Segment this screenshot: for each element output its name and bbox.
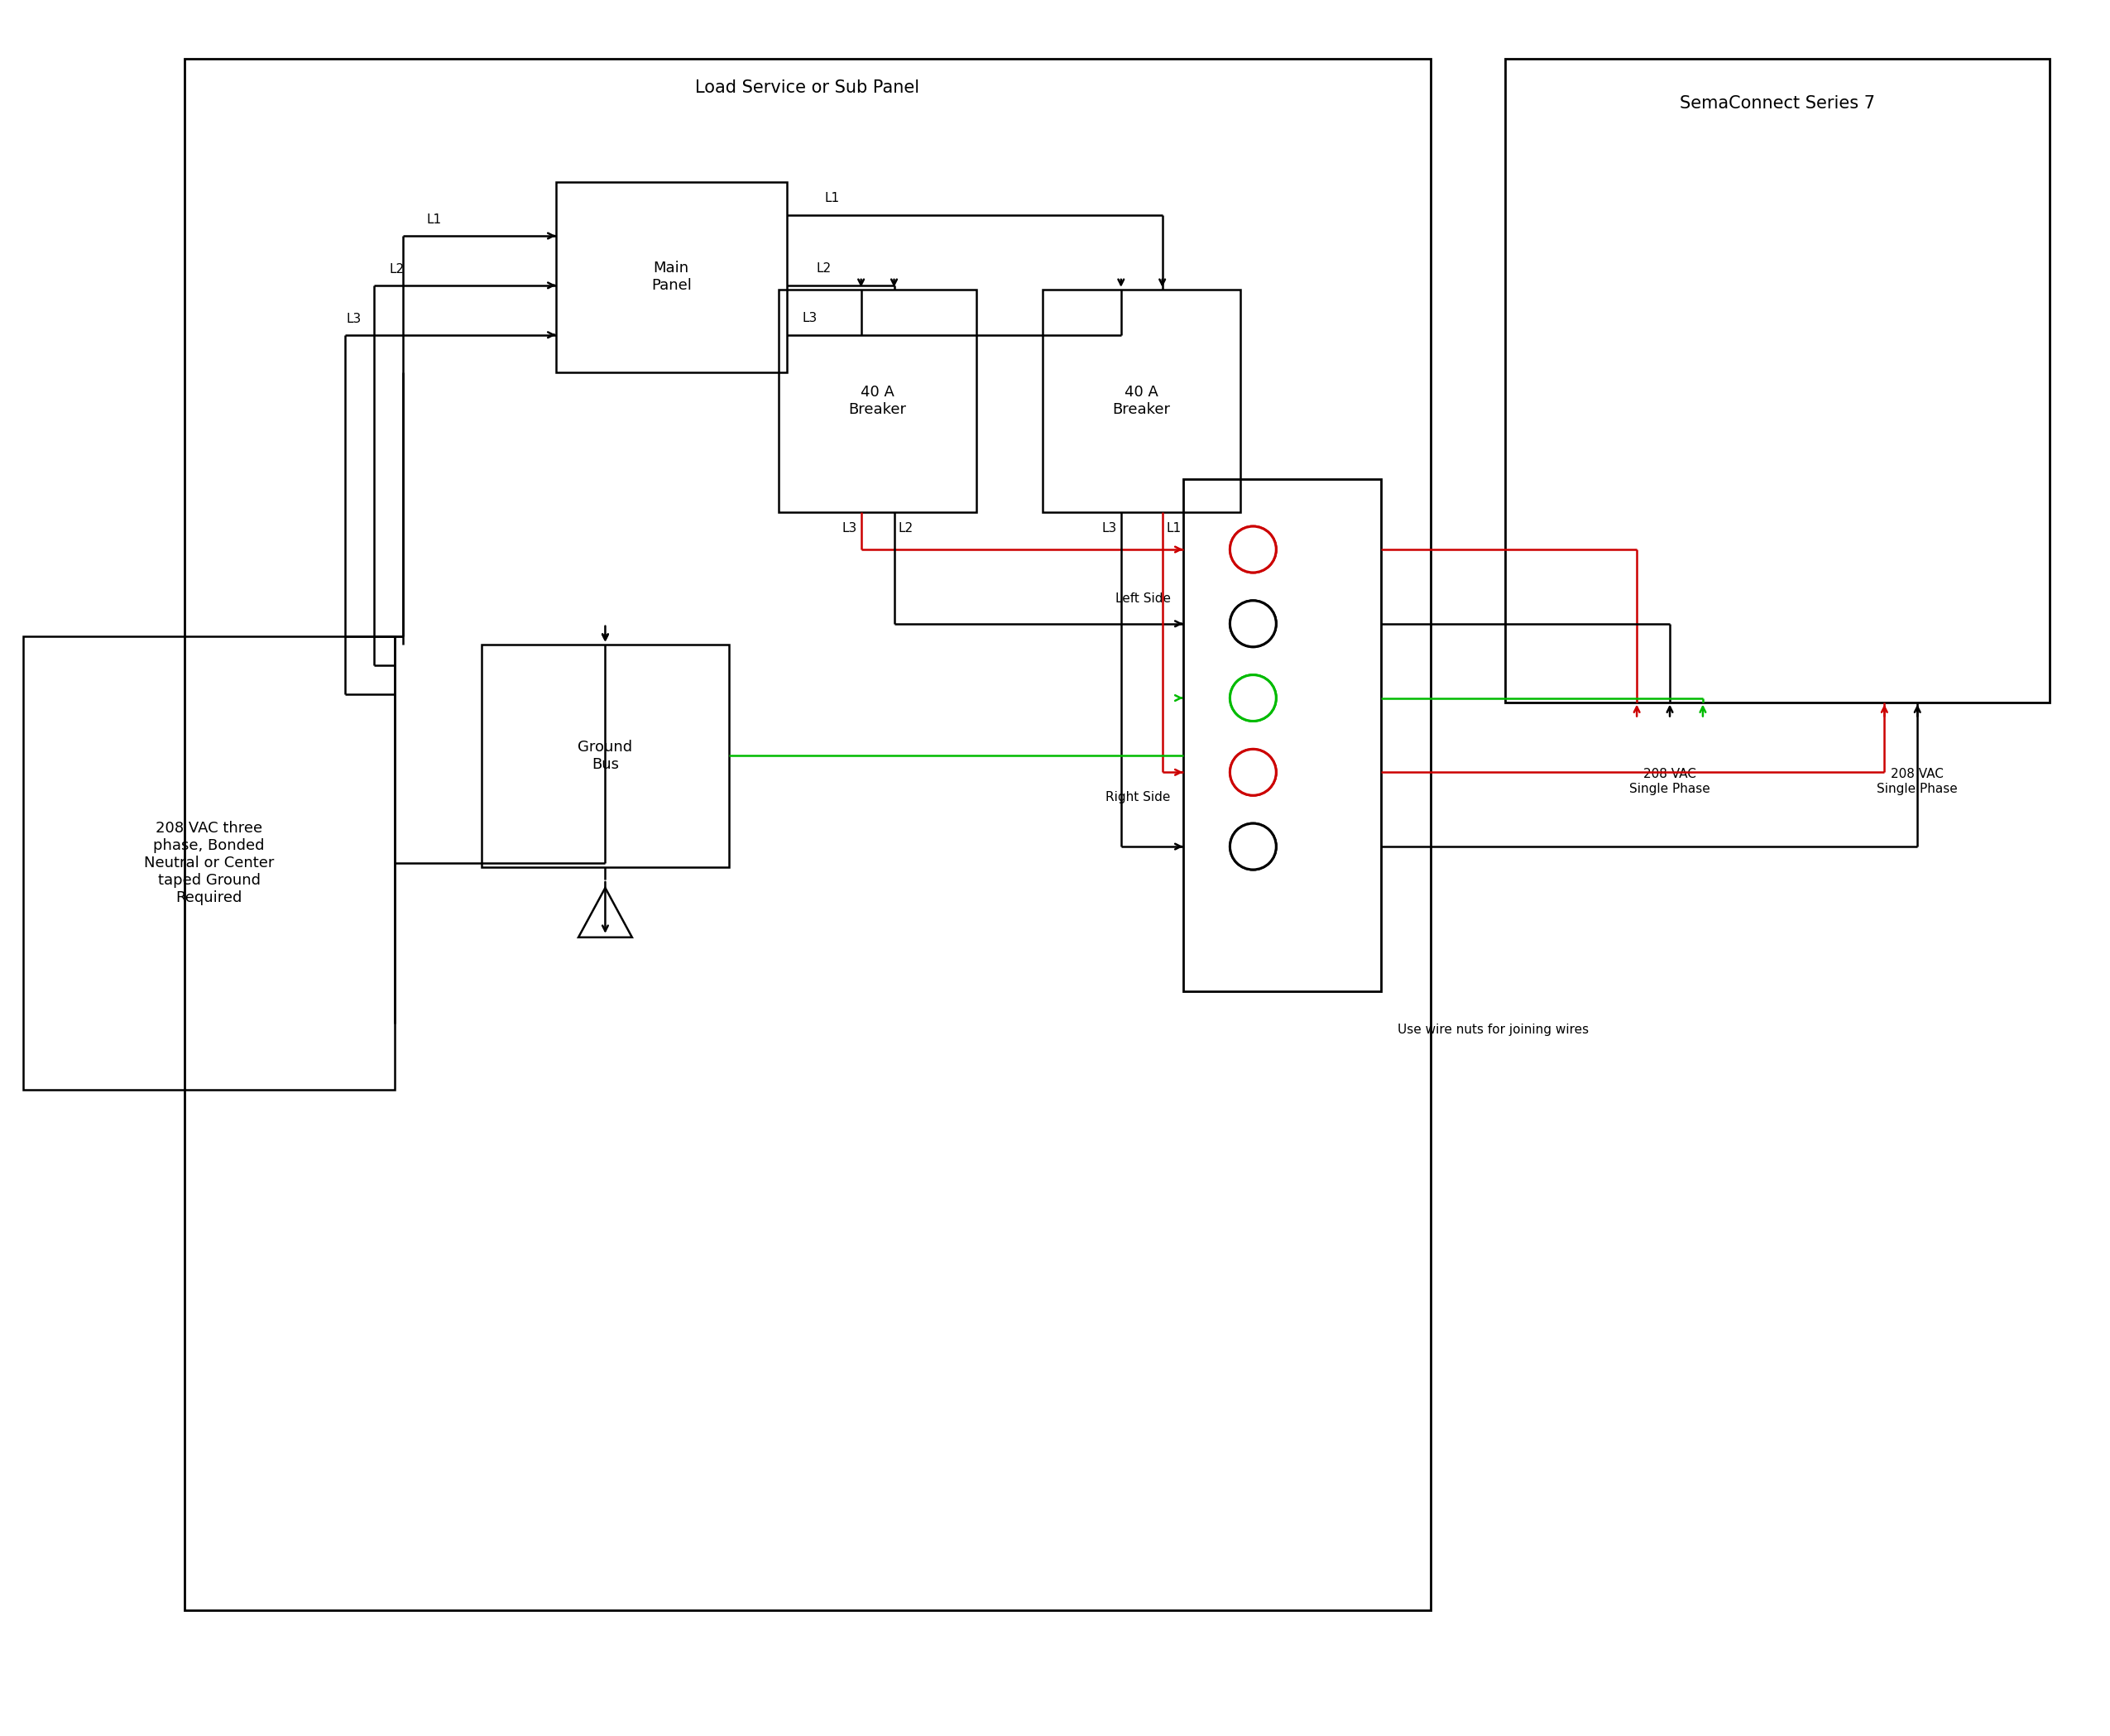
Circle shape — [1230, 823, 1277, 870]
Text: Main
Panel: Main Panel — [652, 260, 692, 293]
Circle shape — [1230, 601, 1277, 648]
Circle shape — [1230, 750, 1277, 795]
Text: L1: L1 — [426, 214, 441, 226]
Text: L1: L1 — [825, 193, 840, 205]
Circle shape — [1230, 823, 1277, 870]
Circle shape — [1230, 675, 1277, 720]
Text: Ground
Bus: Ground Bus — [578, 740, 633, 773]
Text: 208 VAC
Single Phase: 208 VAC Single Phase — [1629, 767, 1711, 795]
Text: L3: L3 — [346, 312, 361, 325]
Circle shape — [1230, 526, 1277, 573]
Text: L2: L2 — [899, 523, 914, 535]
Text: 40 A
Breaker: 40 A Breaker — [1112, 385, 1171, 417]
Text: L3: L3 — [802, 312, 817, 325]
Circle shape — [1230, 601, 1277, 648]
Circle shape — [1230, 526, 1277, 573]
Circle shape — [1230, 750, 1277, 795]
Text: Right Side: Right Side — [1106, 792, 1171, 804]
Text: L1: L1 — [1167, 523, 1182, 535]
Text: L3: L3 — [1101, 523, 1116, 535]
Text: 208 VAC three
phase, Bonded
Neutral or Center
taped Ground
Required: 208 VAC three phase, Bonded Neutral or C… — [143, 821, 274, 904]
Text: 40 A
Breaker: 40 A Breaker — [848, 385, 907, 417]
Text: Left Side: Left Side — [1114, 592, 1171, 606]
Text: L3: L3 — [842, 523, 857, 535]
Text: SemaConnect Series 7: SemaConnect Series 7 — [1680, 95, 1876, 113]
Text: Load Service or Sub Panel: Load Service or Sub Panel — [696, 80, 920, 95]
Circle shape — [1230, 675, 1277, 720]
Text: L2: L2 — [817, 262, 831, 274]
Text: 208 VAC
Single Phase: 208 VAC Single Phase — [1878, 767, 1958, 795]
Text: L2: L2 — [388, 264, 403, 276]
Text: Use wire nuts for joining wires: Use wire nuts for joining wires — [1397, 1024, 1589, 1036]
